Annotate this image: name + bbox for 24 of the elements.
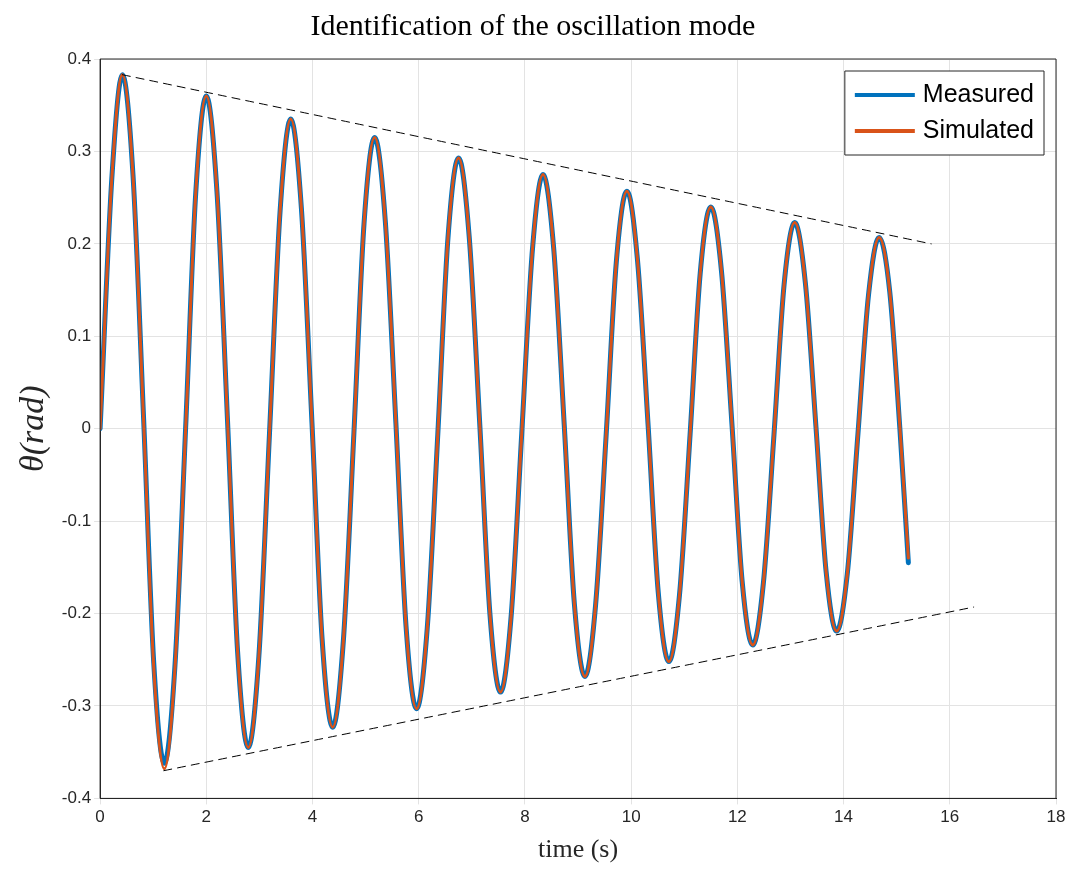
x-tick-label: 0 [95, 807, 105, 827]
y-tick-label: 0.2 [67, 233, 92, 253]
y-tick-label: 0 [81, 418, 92, 438]
y-tick-label: -0.2 [61, 603, 92, 623]
x-tick-label: 6 [413, 807, 424, 827]
x-tick-label: 4 [307, 807, 318, 827]
x-tick-label: 2 [201, 807, 212, 827]
y-tick-label: -0.1 [61, 510, 92, 530]
legend-label: Measured [922, 78, 1034, 107]
y-tick-label: -0.3 [61, 695, 92, 715]
x-axis-title: time (s) [537, 834, 619, 864]
y-tick-label: -0.4 [61, 788, 92, 808]
x-tick-label: 8 [520, 807, 530, 827]
y-tick-label: 0.1 [67, 325, 92, 345]
y-tick-label: 0.3 [67, 141, 92, 161]
x-tick-label: 14 [834, 807, 854, 827]
y-tick-label: 0.4 [67, 48, 92, 68]
x-tick-label: 18 [1046, 807, 1066, 827]
chart-title: Identification of the oscillation mode [310, 7, 756, 41]
x-tick-label: 16 [940, 807, 960, 827]
x-tick-label: 10 [621, 807, 641, 827]
x-tick-label: 12 [727, 807, 747, 827]
legend-label: Simulated [922, 114, 1034, 143]
y-axis-title: θ(rad) [13, 385, 52, 472]
